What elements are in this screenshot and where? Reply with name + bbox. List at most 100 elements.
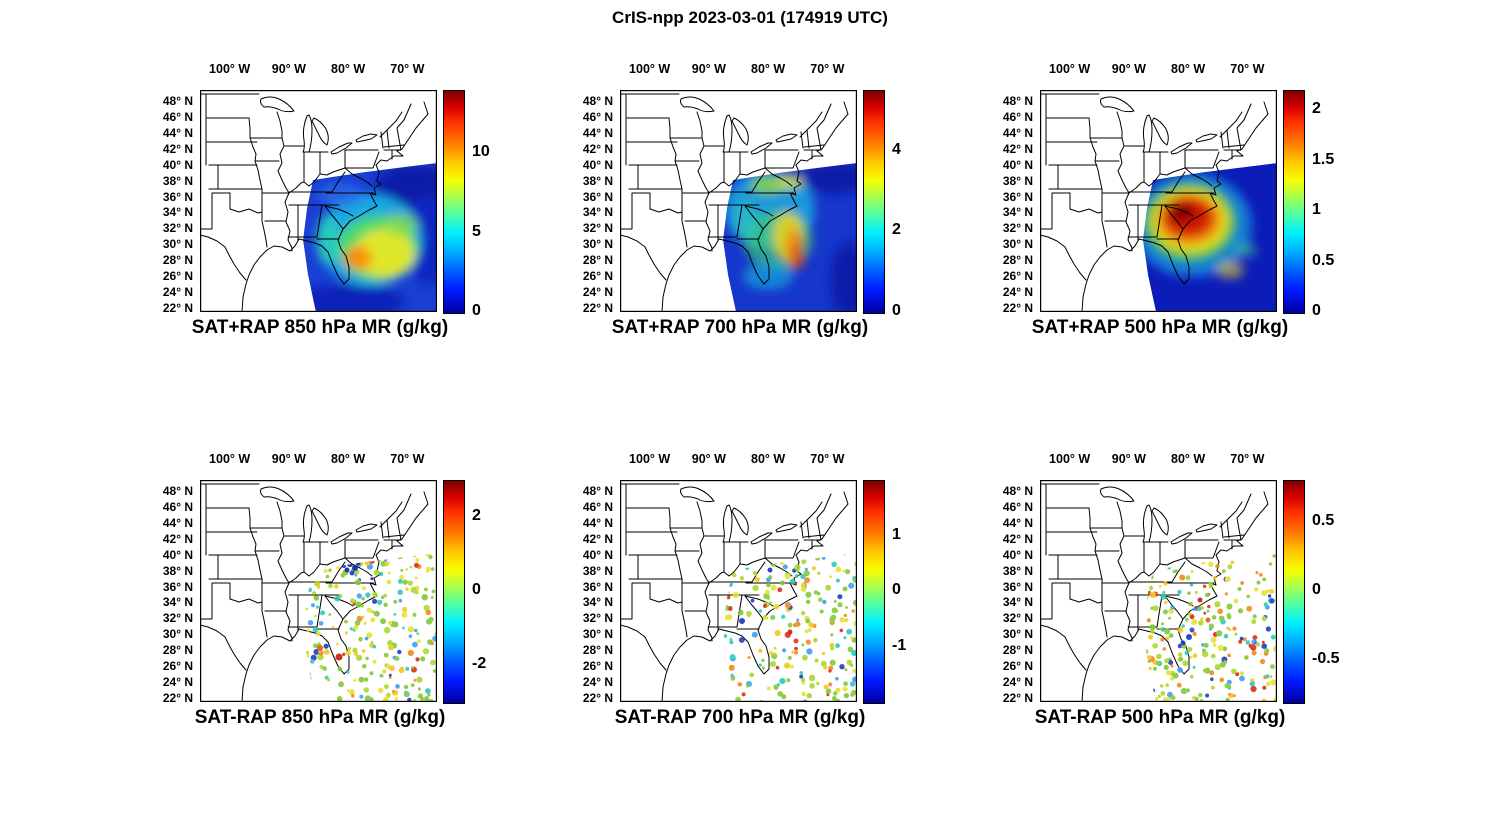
lat-tick-label: 42° N (582, 141, 613, 156)
lon-tick-label: 70° W (1230, 452, 1265, 466)
lat-tick-label: 28° N (1002, 252, 1033, 267)
lat-tick-label: 46° N (162, 500, 193, 515)
lat-tick-label: 22° N (582, 300, 613, 315)
colorbar (1283, 90, 1305, 314)
lon-tick-label: 80° W (1171, 62, 1206, 76)
lat-tick-label: 38° N (1002, 173, 1033, 188)
lat-tick-label: 30° N (1002, 237, 1033, 252)
lat-tick-label: 30° N (582, 627, 613, 642)
lat-tick-label: 48° N (1002, 94, 1033, 109)
colorbar (1283, 480, 1305, 704)
figure-title: CrIS-npp 2023-03-01 (174919 UTC) (612, 8, 888, 27)
colorbar (863, 90, 885, 314)
lat-tick-label: 26° N (162, 658, 193, 673)
lat-tick-label: 46° N (1002, 500, 1033, 515)
lat-tick-label: 34° N (1002, 205, 1033, 220)
colorbar-tick-label: 0 (892, 581, 901, 598)
lat-tick-label: 38° N (162, 173, 193, 188)
map-sat-plus-rap-700-hpa (620, 90, 857, 312)
lat-tick-label: 40° N (1002, 157, 1033, 172)
lat-tick-label: 32° N (582, 611, 613, 626)
panel-sat-minus-rap-700-hpa: 100° W 90° W 80° W 70° W 48° N 46° N 44° N 42°… (545, 450, 955, 760)
lat-tick-label: 36° N (582, 189, 613, 204)
lat-tick-label: 34° N (162, 205, 193, 220)
lat-tick-label: 42° N (162, 531, 193, 546)
lat-tick-label: 24° N (1002, 284, 1033, 299)
colorbar-tick-label: -2 (472, 655, 487, 672)
lat-tick-label: 42° N (1002, 531, 1033, 546)
lat-tick-label: 30° N (162, 627, 193, 642)
lon-tick-label: 90° W (271, 452, 306, 466)
lon-tick-label: 100° W (1049, 452, 1091, 466)
lat-tick-label: 46° N (1002, 110, 1033, 125)
lat-tick-label: 44° N (162, 126, 193, 141)
lat-tick-label: 24° N (582, 284, 613, 299)
lat-tick-label: 36° N (162, 579, 193, 594)
lat-tick-label: 28° N (582, 252, 613, 267)
lat-tick-label: 42° N (582, 531, 613, 546)
lat-tick-label: 36° N (1002, 579, 1033, 594)
lat-tick-label: 24° N (162, 674, 193, 689)
colorbar-tick-label: 0.5 (1312, 511, 1335, 529)
colorbar-tick-label: 4 (892, 140, 901, 158)
lat-tick-label: 28° N (582, 642, 613, 657)
lat-tick-label: 40° N (582, 157, 613, 172)
lat-tick-label: 30° N (162, 237, 193, 252)
lat-tick-label: 48° N (582, 484, 613, 499)
colorbar (863, 480, 885, 704)
panel-sat-plus-rap-500-hpa: 100° W 90° W 80° W 70° W 48° N 46° N 44° N 42°… (965, 60, 1375, 370)
lat-tick-label: 30° N (582, 237, 613, 252)
lon-tick-label: 90° W (1111, 62, 1146, 76)
map-sat-plus-rap-850-hpa (200, 90, 437, 312)
lat-tick-label: 40° N (162, 157, 193, 172)
lat-tick-label: 40° N (1002, 547, 1033, 562)
panel-caption: SAT-RAP 500 hPa MR (g/kg) (1034, 707, 1286, 728)
lon-tick-label: 80° W (331, 62, 366, 76)
lat-tick-label: 24° N (162, 284, 193, 299)
lon-tick-label: 100° W (1049, 62, 1091, 76)
panel-caption: SAT+RAP 700 hPa MR (g/kg) (611, 317, 869, 338)
panel-sat-minus-rap-500-hpa: 100° W 90° W 80° W 70° W 48° N 46° N 44° N 42°… (965, 450, 1375, 760)
lat-tick-label: 38° N (582, 173, 613, 188)
lon-tick-label: 70° W (390, 62, 425, 76)
colorbar-tick-label: 0 (1312, 581, 1321, 598)
lon-tick-label: 90° W (1111, 452, 1146, 466)
lon-tick-label: 100° W (629, 452, 671, 466)
lat-tick-label: 46° N (582, 110, 613, 125)
panel-caption: SAT+RAP 850 hPa MR (g/kg) (191, 317, 449, 338)
lat-tick-label: 34° N (162, 595, 193, 610)
lat-tick-label: 34° N (582, 595, 613, 610)
lon-tick-label: 90° W (271, 62, 306, 76)
lat-tick-label: 46° N (162, 110, 193, 125)
lat-tick-label: 44° N (582, 516, 613, 531)
map-sat-plus-rap-500-hpa (1040, 90, 1277, 312)
lat-tick-label: 48° N (162, 484, 193, 499)
lat-tick-label: 32° N (582, 221, 613, 236)
lon-tick-label: 70° W (810, 62, 845, 76)
lat-tick-label: 36° N (582, 579, 613, 594)
panel-sat-plus-rap-700-hpa: 100° W 90° W 80° W 70° W 48° N 46° N 44° N 42°… (545, 60, 955, 370)
lat-tick-label: 30° N (1002, 627, 1033, 642)
lat-tick-label: 32° N (1002, 611, 1033, 626)
lat-tick-label: 32° N (162, 221, 193, 236)
lat-tick-label: 32° N (1002, 221, 1033, 236)
lat-tick-label: 26° N (582, 268, 613, 283)
colorbar-tick-label: 0 (472, 302, 481, 319)
lat-tick-label: 28° N (162, 252, 193, 267)
lon-tick-label: 80° W (1171, 452, 1206, 466)
map-sat-minus-rap-700-hpa (620, 480, 857, 702)
colorbar-tick-label: 1.5 (1312, 150, 1335, 168)
lat-tick-label: 42° N (1002, 141, 1033, 156)
lat-tick-label: 22° N (162, 300, 193, 315)
lon-tick-label: 100° W (209, 452, 251, 466)
lon-tick-label: 90° W (691, 452, 726, 466)
lat-tick-label: 32° N (162, 611, 193, 626)
colorbar-tick-label: 0 (1312, 302, 1321, 319)
lat-tick-label: 48° N (582, 94, 613, 109)
lon-tick-label: 100° W (629, 62, 671, 76)
colorbar-tick-label: 5 (472, 222, 481, 240)
lat-tick-label: 40° N (582, 547, 613, 562)
lat-tick-label: 38° N (1002, 563, 1033, 578)
panel-caption: SAT-RAP 850 hPa MR (g/kg) (194, 707, 446, 728)
lon-tick-label: 70° W (1230, 62, 1265, 76)
